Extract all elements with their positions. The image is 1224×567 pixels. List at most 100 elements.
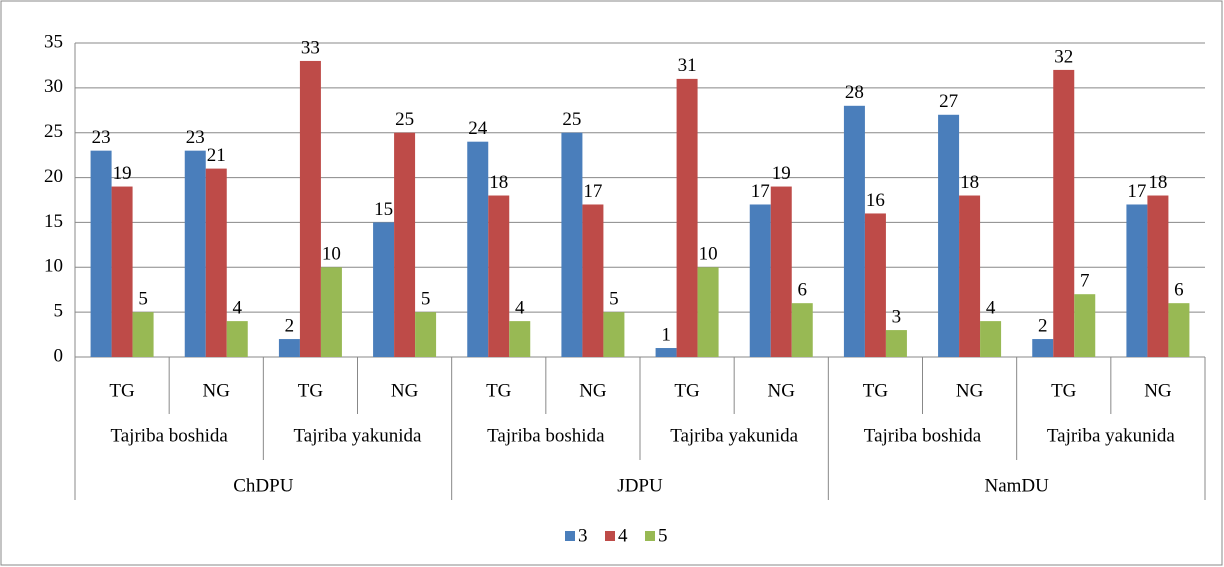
x-tick-label: TG — [863, 380, 889, 401]
data-label: 5 — [609, 289, 619, 310]
data-label: 4 — [233, 297, 243, 318]
bar — [415, 312, 437, 357]
bar — [791, 303, 813, 357]
data-label: 5 — [421, 289, 431, 310]
data-label: 10 — [322, 244, 341, 265]
data-label: 23 — [92, 127, 111, 148]
bar — [509, 321, 531, 357]
data-label: 2 — [285, 315, 295, 336]
group-label: Tajriba boshida — [864, 425, 982, 446]
legend-swatch — [565, 531, 575, 541]
legend-swatch — [645, 531, 655, 541]
bar — [582, 204, 604, 357]
x-tick-label: TG — [298, 380, 324, 401]
bar — [90, 150, 112, 357]
bar — [1168, 303, 1190, 357]
bar — [770, 186, 792, 357]
data-label: 7 — [1080, 271, 1090, 292]
y-tick-label: 5 — [54, 301, 64, 322]
bar — [226, 321, 248, 357]
legend-label: 4 — [618, 525, 628, 546]
data-label: 5 — [138, 289, 148, 310]
y-tick-label: 15 — [44, 211, 63, 232]
bar — [697, 267, 719, 357]
bar — [749, 204, 771, 357]
bar — [1053, 69, 1075, 358]
data-label: 18 — [489, 172, 508, 193]
supergroup-label: ChDPU — [233, 475, 293, 496]
bar — [278, 339, 300, 357]
x-tick-label: NG — [768, 380, 796, 401]
bar — [488, 195, 510, 357]
y-tick-label: 25 — [44, 121, 63, 142]
data-label: 18 — [1148, 172, 1167, 193]
data-label: 3 — [892, 306, 902, 327]
data-label: 19 — [772, 163, 791, 184]
data-label: 2 — [1038, 315, 1048, 336]
group-label: Tajriba boshida — [110, 425, 228, 446]
bar — [561, 132, 583, 357]
data-label: 19 — [113, 163, 132, 184]
supergroup-label: NamDU — [984, 475, 1049, 496]
group-label: Tajriba yakunida — [294, 425, 422, 446]
group-label: Tajriba yakunida — [1047, 425, 1175, 446]
legend-swatch — [605, 531, 615, 541]
data-label: 1 — [661, 324, 671, 345]
data-label: 32 — [1054, 46, 1073, 67]
x-tick-label: TG — [1051, 380, 1077, 401]
data-label: 25 — [395, 109, 414, 130]
bar — [373, 222, 395, 357]
group-label: Tajriba yakunida — [670, 425, 798, 446]
bar — [299, 60, 321, 357]
x-tick-label: TG — [486, 380, 512, 401]
y-tick-label: 35 — [44, 31, 63, 52]
bar — [980, 321, 1002, 357]
x-tick-label: NG — [956, 380, 984, 401]
bar — [132, 312, 154, 357]
data-label: 17 — [751, 181, 770, 202]
data-label: 6 — [1174, 280, 1184, 301]
y-tick-label: 0 — [54, 345, 64, 366]
data-label: 33 — [301, 37, 320, 58]
bar — [1147, 195, 1169, 357]
y-tick-label: 10 — [44, 256, 63, 277]
data-label: 28 — [845, 82, 864, 103]
y-tick-label: 20 — [44, 166, 63, 187]
data-label: 31 — [678, 55, 697, 76]
legend-label: 5 — [658, 525, 668, 546]
bar — [603, 312, 625, 357]
data-label: 15 — [374, 199, 393, 220]
bar — [676, 78, 698, 357]
legend-label: 3 — [578, 525, 588, 546]
x-tick-label: TG — [674, 380, 700, 401]
data-label: 17 — [583, 181, 602, 202]
data-label: 21 — [207, 145, 226, 166]
x-tick-label: NG — [203, 380, 231, 401]
bar — [184, 150, 206, 357]
data-label: 25 — [562, 109, 581, 130]
x-tick-label: NG — [1144, 380, 1172, 401]
bar — [1126, 204, 1148, 357]
data-label: 16 — [866, 190, 885, 211]
bar — [843, 105, 865, 357]
bar — [655, 348, 677, 357]
bar — [885, 330, 907, 357]
x-tick-label: NG — [579, 380, 607, 401]
bar — [467, 141, 489, 357]
data-label: 10 — [699, 244, 718, 265]
bar — [320, 267, 342, 357]
bar — [111, 186, 133, 357]
x-tick-label: TG — [109, 380, 135, 401]
data-label: 17 — [1127, 181, 1146, 202]
data-label: 4 — [986, 297, 996, 318]
y-tick-label: 30 — [44, 76, 63, 97]
bar — [1032, 339, 1054, 357]
x-tick-label: NG — [391, 380, 419, 401]
bar — [959, 195, 981, 357]
bar — [394, 132, 416, 357]
bar — [1074, 294, 1096, 357]
group-label: Tajriba boshida — [487, 425, 605, 446]
bar — [864, 213, 886, 357]
data-label: 23 — [186, 127, 205, 148]
